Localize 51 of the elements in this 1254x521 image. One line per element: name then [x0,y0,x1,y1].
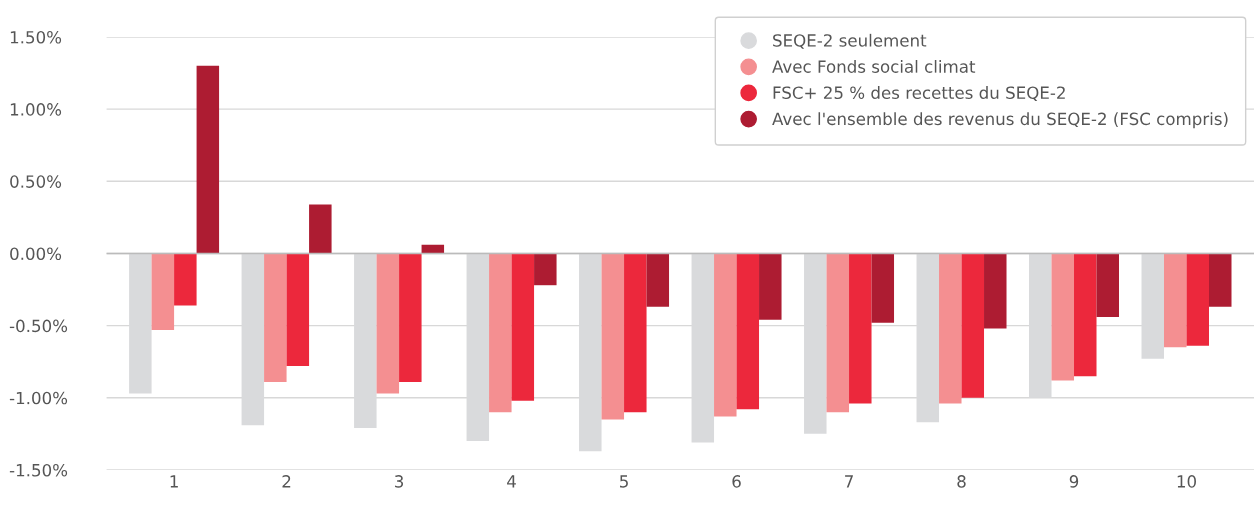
bar [871,253,895,323]
bar [939,253,962,404]
y-tick-label: 1.50% [10,30,62,44]
legend-label: SEQE-2 seulement [773,33,927,49]
y-tick-label: 0.50% [10,175,62,188]
bar [826,253,850,413]
x-tick-label: 1 [170,475,178,488]
bar [961,253,985,398]
bar [421,244,445,254]
bar [601,253,625,420]
bar [534,253,557,286]
bar [1209,253,1232,307]
bar [196,65,220,254]
bar [646,253,670,307]
x-tick-label: 5 [620,475,628,488]
y-tick-label: -1.00% [9,391,68,405]
legend-label: Avec Fonds social climat [772,59,976,73]
bar [489,253,512,413]
y-tick-label: -0.50% [9,319,68,333]
bar [1074,253,1097,377]
bar [984,253,1007,329]
bar [309,204,332,254]
bar [1164,253,1187,348]
bar [849,253,872,404]
x-tick-label: 7 [845,475,853,488]
bar [714,253,737,417]
y-tick-label: -1.50% [9,463,68,477]
x-tick-label: 3 [395,475,404,488]
bar [174,253,197,306]
y-tick-label: 0.00% [10,247,62,261]
legend-label: FSC+ 25 % des recettes du SEQE-2 [773,86,1065,101]
bar [1186,253,1209,346]
bar [511,253,535,401]
x-tick-label: 6 [732,475,741,488]
bar [264,253,287,382]
bar [759,253,782,320]
bar [1051,253,1075,381]
y-tick-label: 1.00% [10,103,62,116]
bar [151,253,175,330]
x-tick-label: 8 [957,475,966,488]
x-tick-label: 4 [507,475,516,488]
bar [736,253,760,410]
bar [376,253,400,394]
x-tick-label: 2 [282,475,291,488]
bar [624,253,647,413]
bar [1096,253,1120,317]
bar [399,253,422,382]
x-tick-label: 10 [1177,475,1196,488]
legend-label: Avec l'ensemble des revenus du SEQE-2 (FSC compris) [772,112,1228,129]
bar [286,253,310,367]
x-tick-label: 9 [1069,475,1079,488]
